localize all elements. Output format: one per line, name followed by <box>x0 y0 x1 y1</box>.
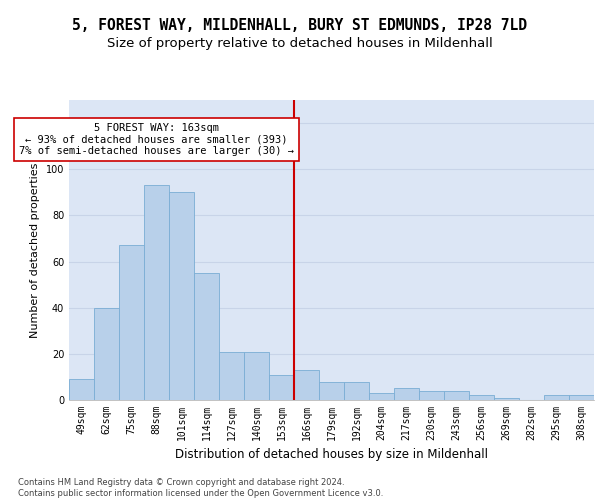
Text: Size of property relative to detached houses in Mildenhall: Size of property relative to detached ho… <box>107 38 493 51</box>
X-axis label: Distribution of detached houses by size in Mildenhall: Distribution of detached houses by size … <box>175 448 488 462</box>
Bar <box>369 393 394 400</box>
Bar <box>544 396 569 400</box>
Text: Contains HM Land Registry data © Crown copyright and database right 2024.
Contai: Contains HM Land Registry data © Crown c… <box>18 478 383 498</box>
Bar <box>469 396 494 400</box>
Bar <box>569 396 594 400</box>
Bar <box>244 352 269 400</box>
Bar <box>69 379 94 400</box>
Text: 5, FOREST WAY, MILDENHALL, BURY ST EDMUNDS, IP28 7LD: 5, FOREST WAY, MILDENHALL, BURY ST EDMUN… <box>73 18 527 32</box>
Text: 5 FOREST WAY: 163sqm
← 93% of detached houses are smaller (393)
7% of semi-detac: 5 FOREST WAY: 163sqm ← 93% of detached h… <box>19 123 294 156</box>
Bar <box>394 388 419 400</box>
Bar <box>494 398 519 400</box>
Bar <box>344 382 369 400</box>
Bar <box>294 370 319 400</box>
Y-axis label: Number of detached properties: Number of detached properties <box>30 162 40 338</box>
Bar <box>219 352 244 400</box>
Bar <box>319 382 344 400</box>
Bar <box>269 374 294 400</box>
Bar <box>444 391 469 400</box>
Bar <box>194 273 219 400</box>
Bar <box>119 246 144 400</box>
Bar <box>94 308 119 400</box>
Bar <box>144 186 169 400</box>
Bar <box>169 192 194 400</box>
Bar <box>419 391 444 400</box>
